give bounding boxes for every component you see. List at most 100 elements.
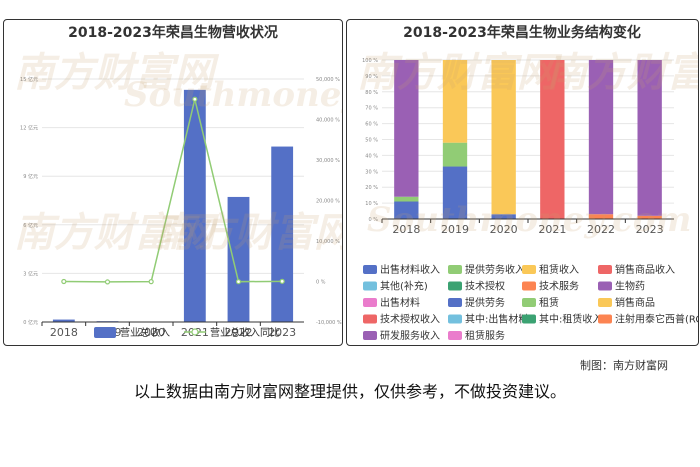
legend-label: 其中:出售材料 (465, 313, 528, 326)
stacked-bar-segment (442, 166, 468, 219)
legend-swatch (522, 265, 536, 274)
legend-swatch (363, 331, 377, 340)
y-tick-label: 60 % (365, 122, 378, 128)
legend-label: 销售商品收入 (615, 263, 675, 276)
x-tick-label: 2018 (50, 326, 78, 339)
stacked-bar-segment (394, 196, 419, 202)
legend-swatch (448, 265, 462, 274)
yoy-growth-line (63, 99, 283, 283)
y-tick-label-left: 12 亿元 (20, 125, 38, 132)
stacked-bar-segment (394, 201, 419, 219)
x-tick-label: 2020 (137, 326, 165, 339)
revenue-chart-panel: 2018-2023年荣昌生物营收状况 0 亿元 3 亿元 6 亿元 9 亿元 12 亿元… (3, 19, 343, 346)
disclaimer-text: 以上数据由南方财富网整理提供，仅供参考，不做投资建议。 (133, 382, 566, 401)
legend-swatch (363, 265, 377, 274)
business-structure-chart-panel: 2018-2023年荣昌生物业务结构变化 0 % 10 % 20 % 30 % 40 %… (346, 19, 699, 346)
legend-swatch-revenue (94, 327, 116, 338)
legend-label: 注射用泰它西普(RC18) (615, 313, 698, 326)
y-tick-label-right: 10,000 % (316, 239, 340, 245)
legend-swatch (448, 298, 462, 307)
y-tick-label: 50 % (365, 138, 378, 144)
stacked-bar-segment (442, 60, 468, 143)
revenue-bar (52, 319, 75, 322)
legend-swatch (448, 281, 462, 291)
legend-swatch (363, 281, 377, 291)
legend-swatch (598, 265, 612, 274)
legend-label: 租赁收入 (539, 263, 579, 276)
legend-swatch (448, 331, 462, 340)
x-tick-label: 2023 (268, 326, 296, 339)
legend-swatch (448, 314, 462, 324)
y-tick-label: 40 % (365, 153, 378, 159)
y-tick-label-right: 20,000 % (316, 199, 340, 205)
y-tick-label-right: 0 % (316, 280, 326, 286)
legend-label: 提供劳务收入 (465, 263, 525, 276)
stacked-bar-segment (588, 60, 614, 215)
legend-label: 技术授权 (465, 280, 505, 293)
y-tick-label: 100 % (362, 58, 378, 64)
y-tick-label: 90 % (365, 74, 378, 80)
legend-label: 其他(补充) (380, 280, 428, 293)
y-tick-label-left: 9 亿元 (23, 173, 38, 180)
legend-label: 提供劳务 (465, 296, 505, 309)
x-tick-label: 2022 (225, 326, 253, 339)
legend-label: 其中:租赁收入 (539, 313, 602, 326)
legend-swatch (363, 298, 377, 307)
structure-chart-title: 2018-2023年荣昌生物业务结构变化 (403, 24, 641, 41)
legend-label: 生物药 (615, 280, 645, 293)
legend-label-yoy: 营业总收入同比 (210, 326, 280, 339)
x-tick-label: 2023 (636, 223, 664, 236)
chart-credit: 制图：南方财富网 (580, 359, 668, 372)
legend-swatch-yoy-marker (191, 328, 199, 336)
y-tick-label-right: -10,000 % (316, 320, 342, 326)
x-tick-label: 2019 (441, 223, 469, 236)
stacked-bar-segment (394, 60, 419, 197)
legend-swatch (522, 314, 536, 324)
x-tick-label: 2018 (392, 223, 420, 236)
yoy-growth-point (104, 279, 111, 285)
yoy-growth-point (148, 279, 154, 285)
stacked-bar-segment (442, 142, 468, 167)
legend-swatch (598, 298, 612, 307)
yoy-growth-point (235, 279, 242, 285)
y-tick-label-left: 6 亿元 (23, 222, 38, 229)
x-tick-label: 2020 (490, 223, 518, 236)
legend-label: 技术授权收入 (380, 313, 440, 326)
y-tick-label-left: 0 亿元 (23, 319, 38, 326)
stacked-bar-segment (637, 60, 662, 216)
x-tick-label: 2022 (587, 223, 615, 236)
y-tick-label: 0 % (368, 217, 378, 223)
stacked-bar-segment (637, 215, 662, 219)
revenue-bar (227, 196, 250, 322)
legend-swatch (522, 298, 536, 307)
legend-label: 技术服务 (539, 280, 579, 293)
revenue-bar (183, 89, 206, 322)
legend-label: 租赁服务 (465, 329, 505, 342)
stacked-bar-segment (540, 60, 565, 219)
yoy-growth-point (192, 96, 198, 102)
legend-swatch (522, 281, 536, 291)
stacked-bar-segment (588, 214, 614, 219)
y-tick-label: 30 % (365, 169, 378, 175)
y-tick-label: 10 % (365, 201, 378, 207)
legend-swatch (598, 314, 612, 324)
legend-label: 出售材料 (380, 296, 420, 309)
y-tick-label-left: 15 亿元 (20, 76, 38, 83)
y-tick-label-left: 3 亿元 (23, 270, 38, 277)
legend-label: 租赁 (539, 296, 559, 309)
business-structure-chart: 2018-2023年荣昌生物业务结构变化 0 % 10 % 20 % 30 % 40 %… (362, 24, 698, 342)
y-tick-label-right: 40,000 % (316, 118, 340, 124)
legend-swatch (598, 281, 612, 291)
y-tick-label: 70 % (365, 106, 378, 112)
y-tick-label-right: 30,000 % (316, 158, 340, 164)
legend-label: 研发服务收入 (380, 329, 440, 342)
legend-label: 销售商品 (615, 296, 655, 309)
yoy-growth-point (279, 278, 285, 284)
legend-swatch (363, 314, 377, 324)
yoy-growth-point (61, 278, 67, 285)
y-tick-label-right: 50,000 % (316, 77, 340, 83)
revenue-chart: 2018-2023年荣昌生物营收状况 0 亿元 3 亿元 6 亿元 9 亿元 12 亿元… (20, 24, 342, 339)
y-tick-label: 80 % (365, 90, 378, 96)
y-tick-label: 20 % (365, 185, 378, 191)
x-tick-label: 2021 (538, 223, 566, 236)
